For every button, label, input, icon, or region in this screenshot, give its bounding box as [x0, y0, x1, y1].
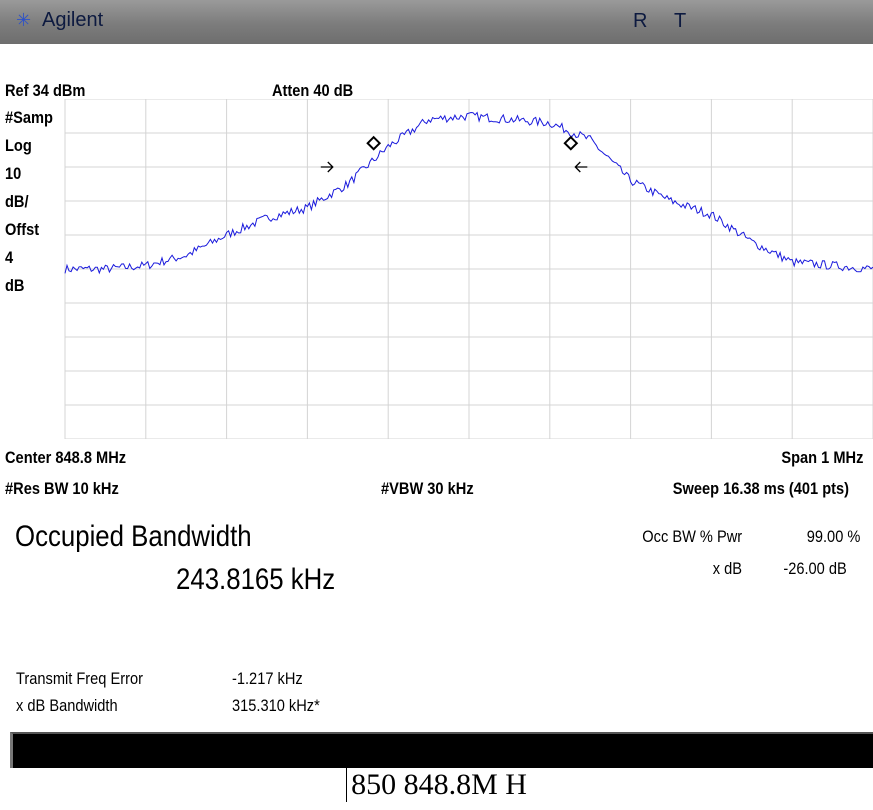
occ-bw-power-value: 99.00 %: [806, 527, 860, 546]
diamond-marker-icon: [563, 135, 579, 151]
status-t: T: [674, 10, 687, 32]
resolution-bandwidth: #Res BW 10 kHz: [5, 479, 119, 498]
spectrum-plot: [64, 99, 873, 439]
scale-line-5: 4: [5, 248, 14, 267]
plot-grid: [64, 99, 873, 439]
center-frequency: Center 848.8 MHz: [5, 448, 127, 467]
arrow-left-icon: [574, 161, 588, 173]
scale-line-6: dB: [5, 276, 25, 295]
black-bar: [10, 732, 873, 768]
ref-level: Ref 34 dBm: [5, 81, 86, 100]
scale-line-3: dB/: [5, 192, 29, 211]
diamond-marker-icon: [366, 135, 382, 151]
caption-line: 850 848.8M H: [0, 768, 873, 802]
occ-bw-power-label: Occ BW % Pwr: [642, 527, 742, 546]
spectrum-trace: [64, 111, 873, 275]
sweep-time: Sweep 16.38 ms (401 pts): [672, 479, 849, 498]
transmit-freq-error-label: Transmit Freq Error: [16, 669, 143, 688]
title-bar: ✳ Agilent R T: [0, 0, 873, 44]
scale-line-1: Log: [5, 136, 32, 155]
agilent-logo-icon: ✳: [16, 10, 32, 30]
occupied-bandwidth-value: 243.8165 kHz: [176, 563, 336, 596]
bandwidth-markers: [320, 135, 588, 173]
detector-mode: #Samp: [5, 108, 53, 127]
xdb-value: -26.00 dB: [783, 559, 847, 578]
xdb-bandwidth-value: 315.310 kHz*: [232, 696, 320, 715]
attenuation: Atten 40 dB: [272, 81, 354, 100]
measurement-title: Occupied Bandwidth: [15, 520, 252, 553]
caption-text: 850 848.8M H: [346, 768, 527, 802]
arrow-right-icon: [320, 161, 334, 173]
brand-name: Agilent: [42, 9, 104, 31]
scale-line-2: 10: [5, 164, 22, 183]
frequency-span: Span 1 MHz: [780, 448, 863, 467]
status-r: R: [633, 10, 648, 32]
xdb-bandwidth-label: x dB Bandwidth: [16, 696, 118, 715]
scale-line-4: Offst: [5, 220, 40, 239]
video-bandwidth: #VBW 30 kHz: [381, 479, 474, 498]
transmit-freq-error-value: -1.217 kHz: [232, 669, 303, 688]
xdb-label: x dB: [712, 559, 742, 578]
